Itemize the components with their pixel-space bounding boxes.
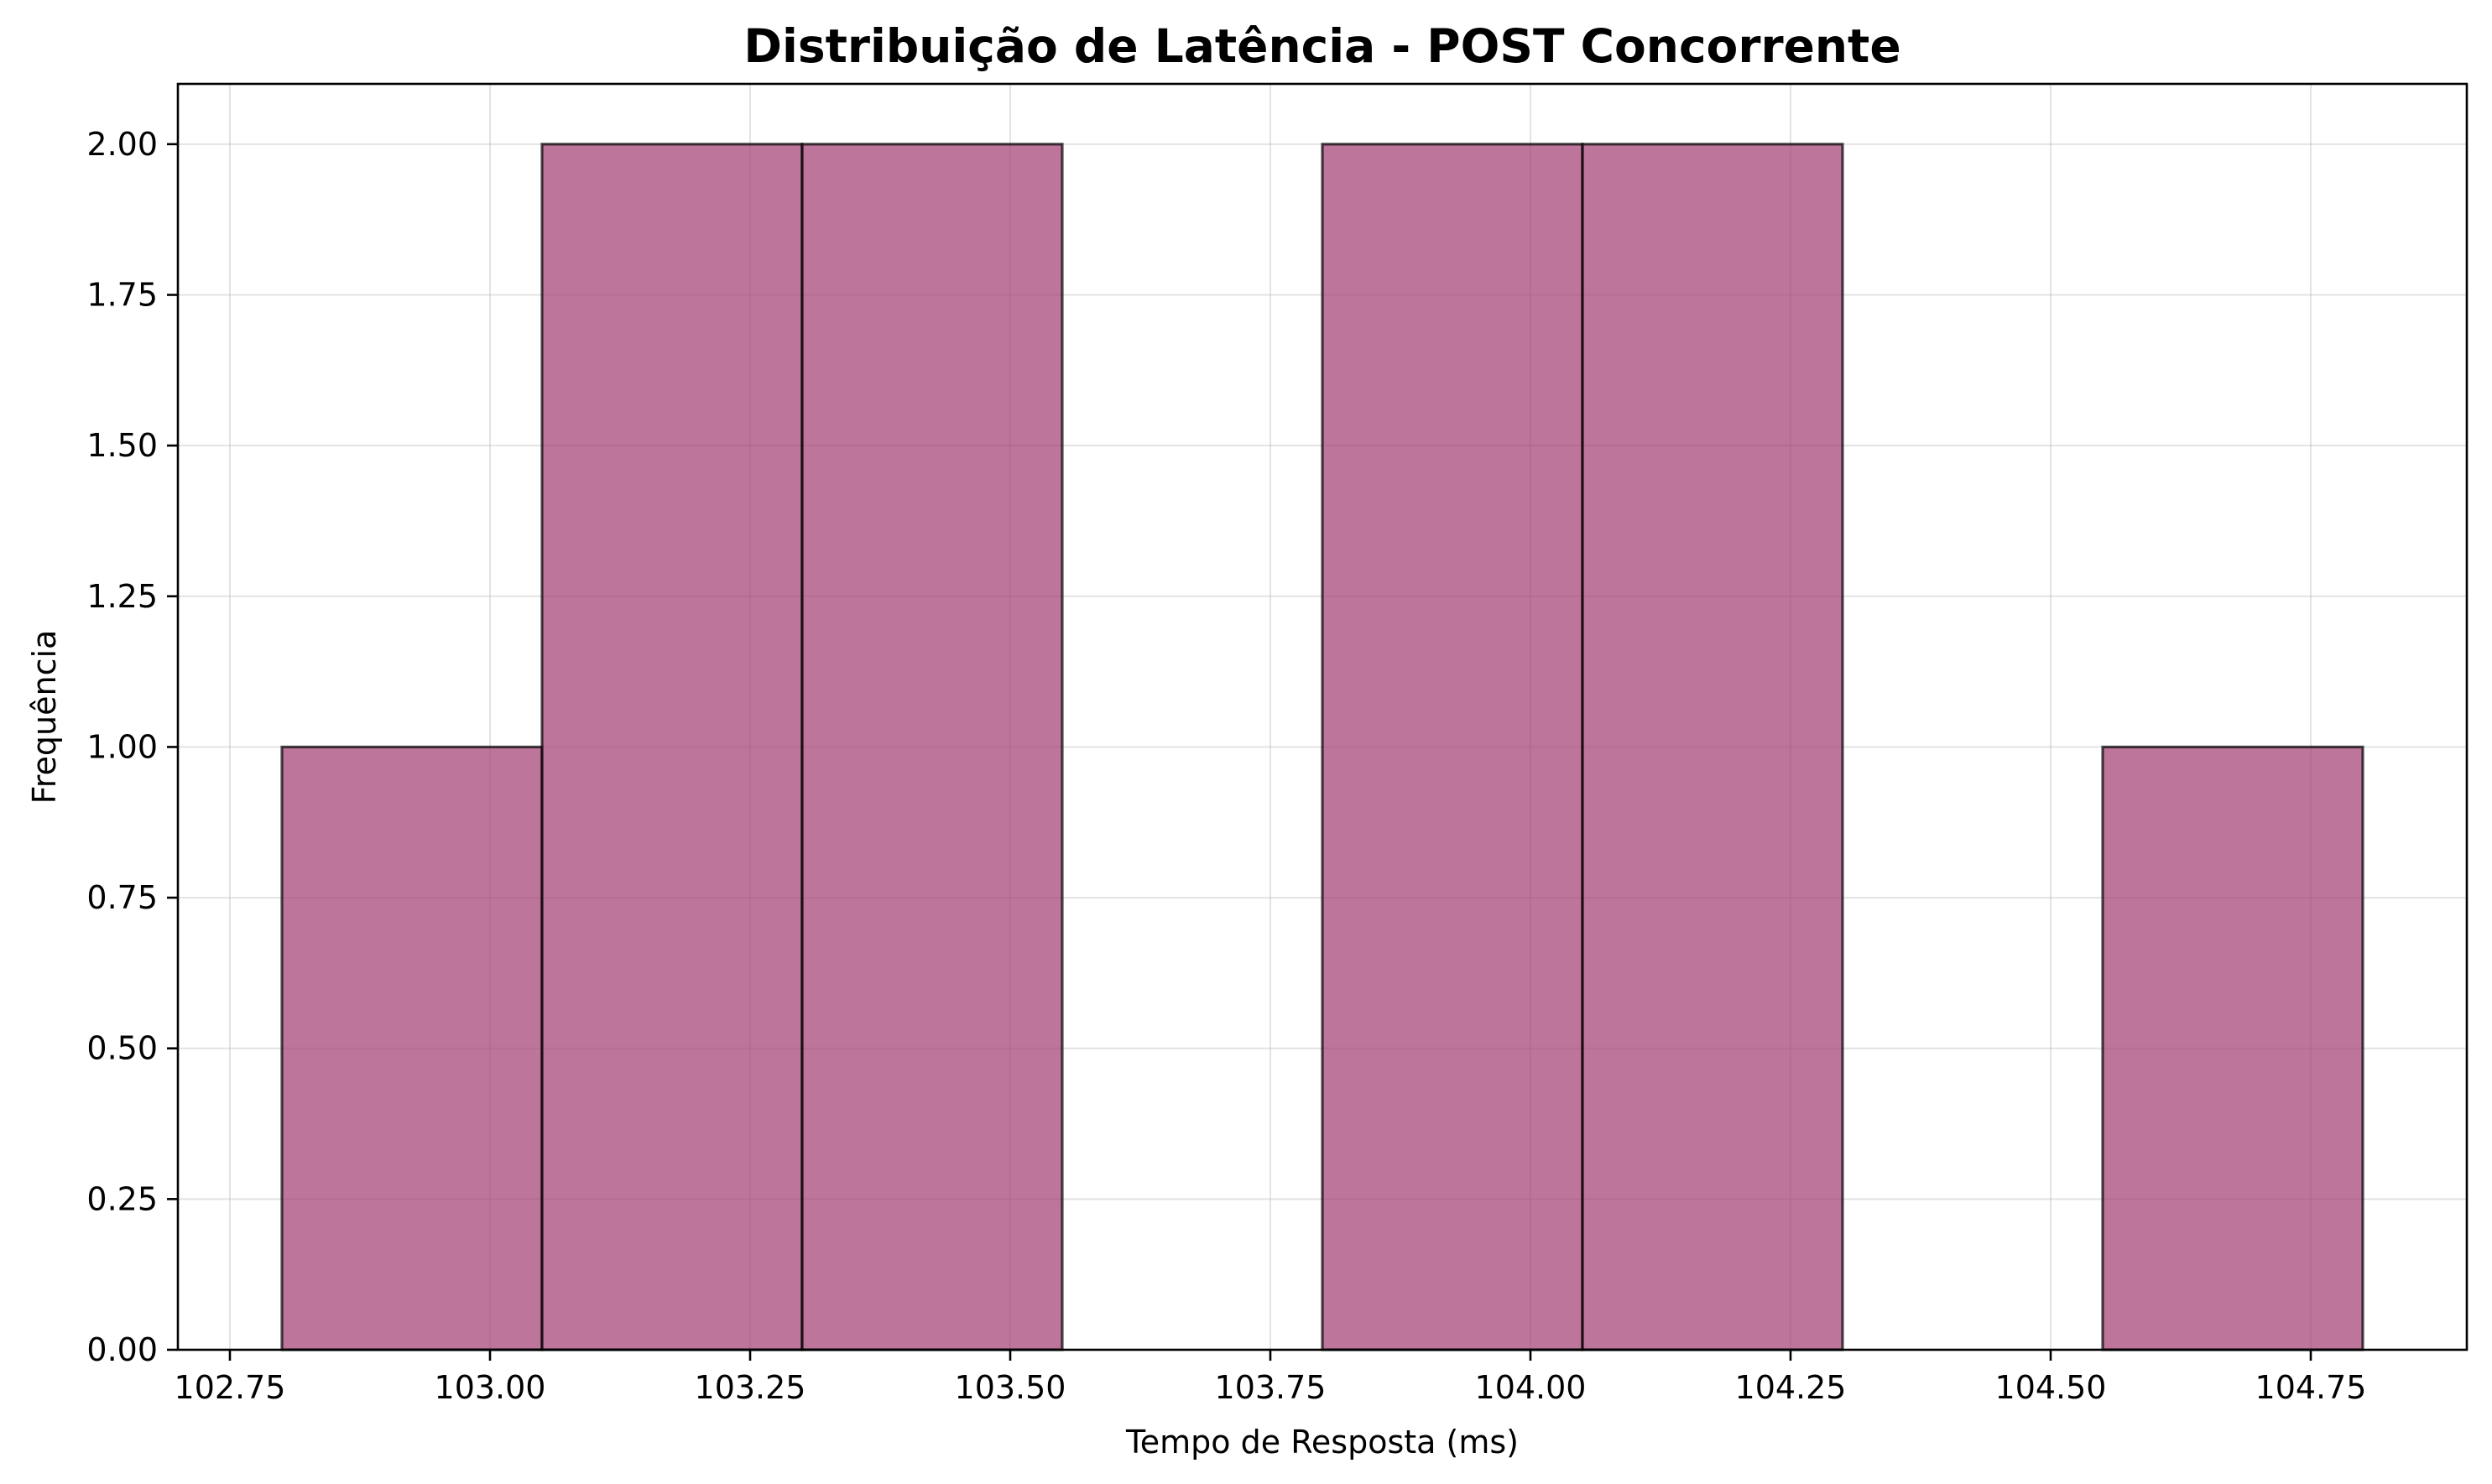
x-tick-label: 103.25	[695, 1369, 806, 1406]
y-tick-label: 1.00	[86, 728, 158, 765]
x-tick-label: 104.75	[2255, 1369, 2367, 1406]
histogram-bar	[1321, 143, 1584, 1351]
histogram-bar	[280, 745, 544, 1351]
plot-frame	[176, 82, 2469, 1351]
x-axis-label: Tempo de Resposta (ms)	[1125, 1424, 1519, 1461]
y-tick-label: 2.00	[86, 126, 158, 163]
x-tick-label: 104.50	[1995, 1369, 2107, 1406]
histogram-bar	[800, 143, 1064, 1351]
y-tick-label: 0.50	[86, 1030, 158, 1067]
y-tick-label: 0.25	[86, 1180, 158, 1217]
y-tick-label: 1.50	[86, 427, 158, 464]
y-axis-label: Frequência	[26, 630, 63, 804]
x-tick-label: 103.00	[435, 1369, 546, 1406]
bars-layer	[280, 143, 2364, 1351]
histogram-bar	[2101, 745, 2364, 1351]
x-tick-label: 103.75	[1215, 1369, 1327, 1406]
y-tick-label: 1.75	[86, 277, 158, 314]
axes-layer: 102.75 103.00 103.25 103.50 103.75 104.00 104.…	[86, 82, 2469, 1406]
x-tick-label: 104.00	[1475, 1369, 1587, 1406]
histogram-bar	[1581, 143, 1844, 1351]
chart-title: Distribuição de Latência - POST Concorre…	[743, 19, 1900, 73]
x-tick-label: 103.50	[955, 1369, 1066, 1406]
y-tick-label: 0.00	[86, 1331, 158, 1368]
histogram-bar	[540, 143, 804, 1351]
x-tick-label: 102.75	[175, 1369, 286, 1406]
x-tick-label: 104.25	[1735, 1369, 1847, 1406]
y-tick-label: 0.75	[86, 879, 158, 916]
y-tick-label: 1.25	[86, 578, 158, 615]
